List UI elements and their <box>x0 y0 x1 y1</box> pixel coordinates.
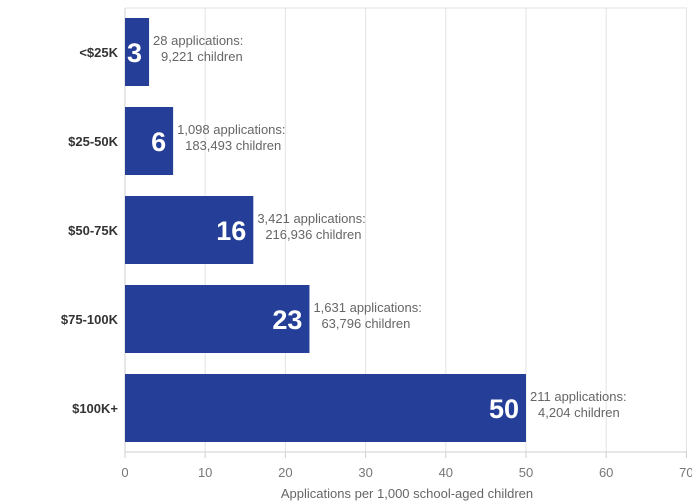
bar-value-label: 23 <box>272 305 302 335</box>
x-tick-label: 0 <box>121 465 128 480</box>
bar-annotation: 28 applications: 9,221 children <box>153 33 243 64</box>
x-tick-label: 10 <box>198 465 212 480</box>
bar-annotation: 3,421 applications: 216,936 children <box>257 211 365 242</box>
category-label: $75-100K <box>61 312 119 327</box>
bar <box>125 18 150 86</box>
bar-annotation: 1,098 applications: 183,493 children <box>177 122 285 153</box>
grid-lines <box>204 8 687 452</box>
x-axis-label: Applications per 1,000 school-aged child… <box>281 486 533 501</box>
x-tick-label: 20 <box>278 465 292 480</box>
annotation-applications: 28 applications: <box>153 33 243 48</box>
annotation-applications: 3,421 applications: <box>257 211 365 226</box>
x-tick-label: 50 <box>519 465 533 480</box>
annotation-children: 183,493 children <box>185 138 281 153</box>
x-tick-label: 40 <box>439 465 453 480</box>
x-tick-label: 60 <box>599 465 613 480</box>
annotation-applications: 1,098 applications: <box>177 122 285 137</box>
bar <box>125 196 254 264</box>
bar-value-label: 3 <box>127 38 142 68</box>
bar-annotation: 1,631 applications: 63,796 children <box>313 300 421 331</box>
bar-annotation: 211 applications: 4,204 children <box>530 389 627 420</box>
category-label: $50-75K <box>68 223 118 238</box>
bar-value-label: 16 <box>216 216 246 246</box>
annotation-children: 63,796 children <box>321 316 410 331</box>
bar-value-label: 50 <box>489 394 519 424</box>
x-tick-label: 30 <box>358 465 372 480</box>
bar-value-label: 6 <box>151 127 166 157</box>
annotation-children: 9,221 children <box>161 49 243 64</box>
x-ticks: 0 10 20 30 40 50 60 70 <box>121 452 692 480</box>
category-label: $25-50K <box>68 134 118 149</box>
category-label: $100K+ <box>72 401 118 416</box>
bar <box>125 374 526 442</box>
x-tick-label: 70 <box>679 465 692 480</box>
bars: <$25K 3 28 applications: 9,221 children $25-… <box>61 18 627 442</box>
category-label: <$25K <box>79 45 118 60</box>
bar <box>125 107 174 175</box>
annotation-applications: 1,631 applications: <box>313 300 421 315</box>
annotation-applications: 211 applications: <box>530 389 627 404</box>
annotation-children: 4,204 children <box>538 405 620 420</box>
annotation-children: 216,936 children <box>265 227 361 242</box>
bar <box>125 285 310 353</box>
